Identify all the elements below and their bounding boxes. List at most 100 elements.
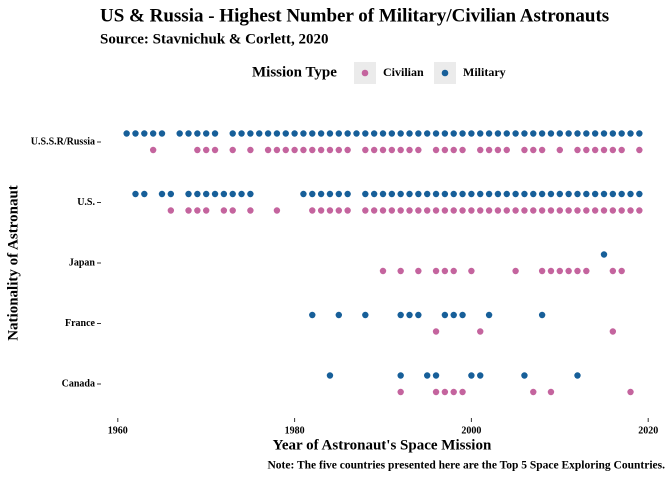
dot bbox=[432, 267, 440, 275]
dot bbox=[202, 190, 210, 198]
dot bbox=[521, 130, 528, 137]
dot bbox=[176, 130, 183, 137]
dot bbox=[583, 267, 590, 275]
dot bbox=[415, 267, 422, 275]
dot bbox=[503, 146, 510, 154]
dot bbox=[194, 146, 201, 154]
dot bbox=[388, 207, 396, 214]
dot bbox=[521, 372, 528, 379]
dot bbox=[379, 207, 387, 214]
dot bbox=[432, 146, 440, 154]
dot bbox=[556, 130, 564, 137]
dot bbox=[397, 311, 404, 319]
dot bbox=[468, 372, 475, 379]
dot bbox=[220, 190, 228, 198]
dot bbox=[211, 190, 219, 198]
dot bbox=[459, 130, 466, 137]
dot bbox=[291, 130, 298, 137]
dot bbox=[344, 207, 351, 214]
dot bbox=[432, 328, 440, 335]
dot bbox=[556, 267, 564, 275]
dot bbox=[538, 190, 546, 198]
dot bbox=[512, 190, 519, 198]
dot bbox=[609, 146, 617, 154]
dot bbox=[618, 267, 625, 275]
dot bbox=[406, 146, 413, 154]
dot bbox=[432, 130, 440, 137]
dot bbox=[149, 130, 157, 137]
dot bbox=[450, 388, 457, 396]
dot bbox=[335, 146, 342, 154]
dot bbox=[229, 207, 236, 214]
dot bbox=[477, 328, 484, 335]
dot bbox=[477, 207, 484, 214]
dot bbox=[229, 190, 236, 198]
dot bbox=[591, 130, 599, 137]
dot bbox=[547, 388, 555, 396]
dot bbox=[547, 267, 555, 275]
x-tick-label: 2000 bbox=[461, 425, 481, 436]
dot bbox=[530, 207, 537, 214]
dot bbox=[424, 372, 431, 379]
dot bbox=[424, 207, 431, 214]
dot bbox=[362, 311, 369, 319]
dot bbox=[600, 207, 608, 214]
dot bbox=[636, 146, 643, 154]
dot bbox=[441, 311, 449, 319]
y-axis-title: Nationality of Astronaut bbox=[5, 185, 21, 341]
dot bbox=[450, 190, 457, 198]
dot bbox=[335, 207, 342, 214]
dot bbox=[636, 190, 643, 198]
dot bbox=[273, 130, 281, 137]
dot bbox=[309, 146, 316, 154]
dot bbox=[618, 190, 625, 198]
dot bbox=[583, 207, 590, 214]
dot bbox=[309, 190, 316, 198]
dot bbox=[600, 251, 608, 258]
dot bbox=[636, 207, 643, 214]
dot bbox=[574, 372, 581, 379]
dot bbox=[547, 130, 555, 137]
dot bbox=[220, 207, 228, 214]
dot bbox=[344, 130, 351, 137]
dot bbox=[397, 190, 404, 198]
dot bbox=[415, 190, 422, 198]
dot bbox=[141, 190, 148, 198]
y-tick-label: Canada bbox=[62, 378, 95, 389]
dot bbox=[415, 146, 422, 154]
dot bbox=[424, 130, 431, 137]
dot bbox=[521, 146, 528, 154]
dot bbox=[547, 190, 555, 198]
dot bbox=[238, 130, 245, 137]
dot bbox=[538, 311, 546, 319]
dot bbox=[167, 190, 175, 198]
dot bbox=[441, 207, 449, 214]
dot bbox=[459, 146, 466, 154]
x-tick-label: 1960 bbox=[108, 425, 128, 436]
chart-subtitle: Source: Stavnichuk & Corlett, 2020 bbox=[100, 31, 328, 47]
dot bbox=[459, 388, 466, 396]
dot bbox=[600, 130, 608, 137]
dot bbox=[503, 190, 510, 198]
dot bbox=[202, 207, 210, 214]
dot bbox=[309, 130, 316, 137]
dot bbox=[512, 130, 519, 137]
dot bbox=[256, 130, 263, 137]
dot bbox=[477, 130, 484, 137]
dot bbox=[291, 146, 298, 154]
y-tick-label: France bbox=[65, 318, 96, 329]
dot bbox=[397, 267, 404, 275]
x-axis-title: Year of Astronaut's Space Mission bbox=[273, 437, 492, 453]
x-tick-label: 2020 bbox=[638, 425, 658, 436]
dot bbox=[362, 146, 369, 154]
dot bbox=[317, 207, 325, 214]
dot bbox=[370, 207, 378, 214]
dot bbox=[556, 207, 564, 214]
dot bbox=[627, 130, 634, 137]
dot bbox=[194, 130, 201, 137]
dot bbox=[477, 190, 484, 198]
dot bbox=[194, 190, 201, 198]
dot bbox=[370, 130, 378, 137]
dot bbox=[450, 311, 457, 319]
